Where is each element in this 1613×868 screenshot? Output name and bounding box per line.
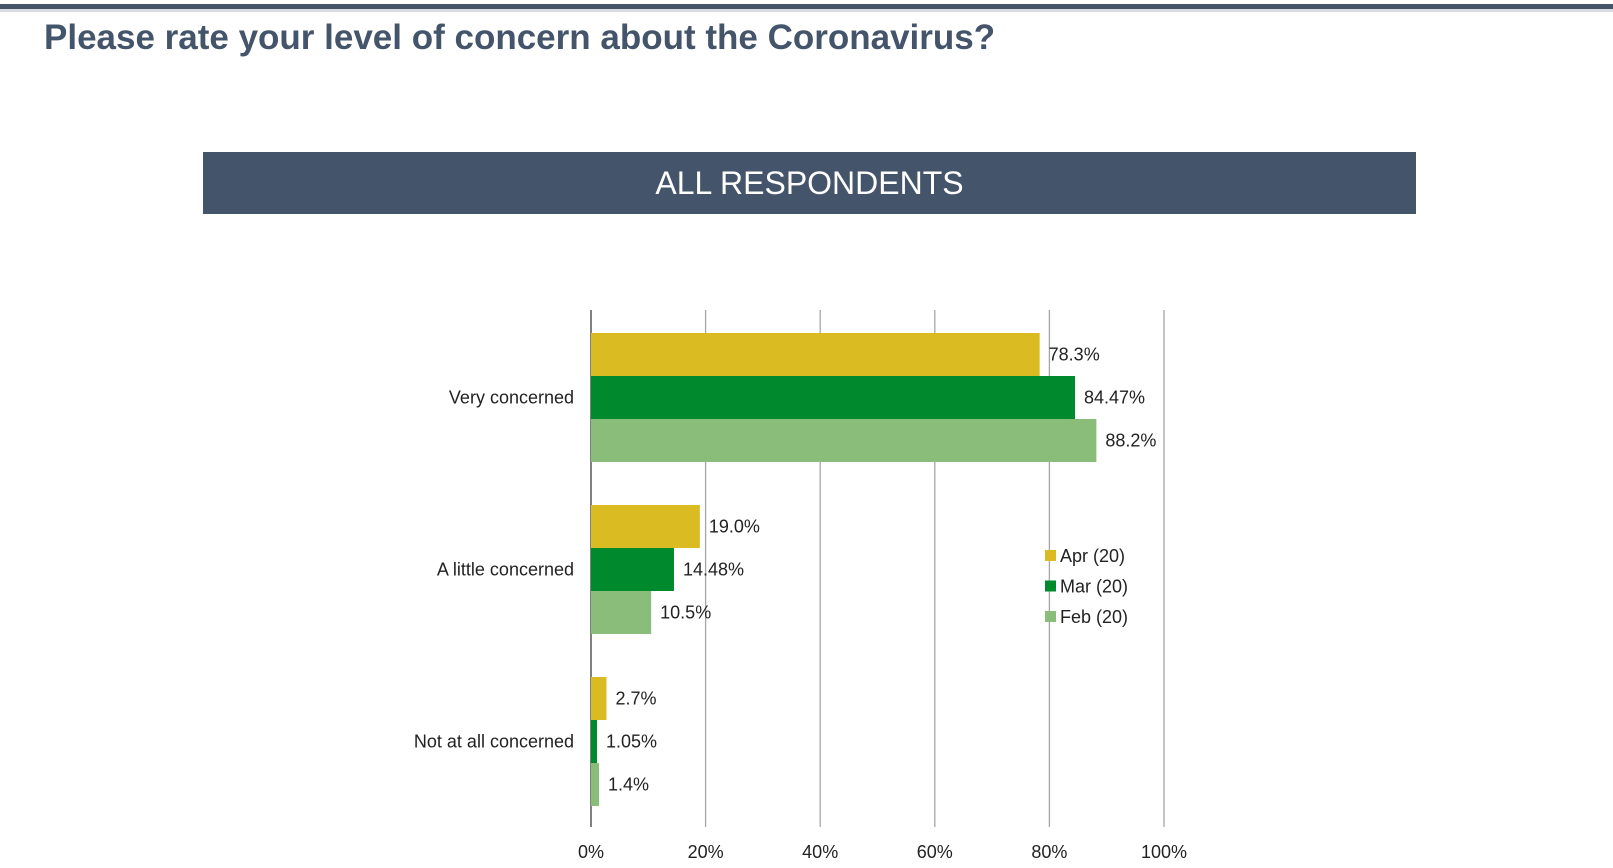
data-label: 78.3%	[1049, 345, 1100, 365]
bar	[591, 591, 652, 634]
data-label: 1.05%	[606, 732, 657, 752]
category-label: Very concerned	[449, 388, 574, 408]
bar	[591, 677, 607, 720]
data-label: 1.4%	[608, 775, 649, 795]
respondents-banner: ALL RESPONDENTS	[203, 152, 1416, 214]
bar	[591, 376, 1076, 419]
legend-label: Mar (20)	[1060, 577, 1128, 597]
x-tick-label: 40%	[802, 842, 838, 862]
bar	[591, 720, 598, 763]
x-tick-label: 20%	[688, 842, 724, 862]
category-label: Not at all concerned	[414, 732, 574, 752]
legend-swatch	[1045, 611, 1056, 622]
bar	[591, 333, 1040, 376]
legend-swatch	[1045, 550, 1056, 561]
x-tick-label: 60%	[917, 842, 953, 862]
top-rule	[0, 4, 1613, 9]
slide-title: Please rate your level of concern about …	[44, 18, 996, 57]
legend-swatch	[1045, 580, 1056, 592]
data-label: 14.48%	[683, 560, 744, 580]
legend-label: Apr (20)	[1060, 546, 1125, 566]
bar	[591, 548, 674, 591]
data-label: 10.5%	[660, 603, 711, 623]
data-label: 88.2%	[1105, 431, 1156, 451]
top-rule-shadow	[0, 9, 1613, 12]
x-tick-label: 80%	[1031, 842, 1067, 862]
bar	[591, 419, 1097, 462]
data-label: 19.0%	[709, 517, 760, 537]
bar	[591, 763, 600, 806]
data-label: 2.7%	[615, 689, 656, 709]
legend-label: Feb (20)	[1060, 607, 1128, 627]
x-tick-label: 100%	[1141, 842, 1187, 862]
bar	[591, 505, 700, 548]
category-label: A little concerned	[437, 560, 574, 580]
data-label: 84.47%	[1084, 388, 1145, 408]
x-tick-label: 0%	[578, 842, 604, 862]
